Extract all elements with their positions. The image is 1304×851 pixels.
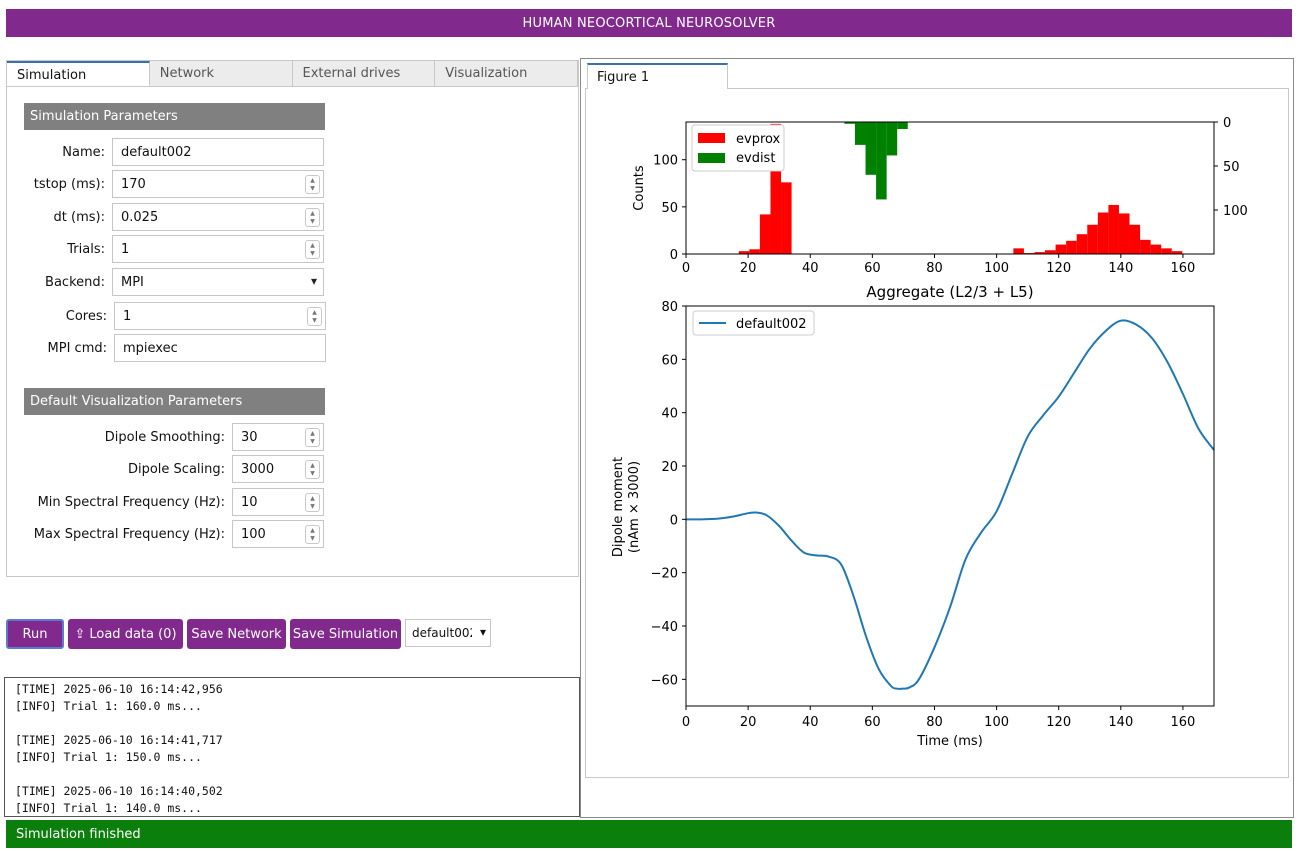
dt-value: 0.025 (121, 209, 159, 225)
tstop-spinner[interactable]: ▲ ▼ (305, 175, 320, 194)
simulation-parameters-header: Simulation Parameters (24, 103, 325, 130)
tstop-value: 170 (121, 176, 146, 192)
log-line: [TIME] 2025-06-10 16:14:41,717 (15, 733, 223, 747)
cores-value: 1 (123, 308, 132, 324)
tab-simulation[interactable]: Simulation (7, 61, 150, 86)
backend-select[interactable]: MPI ▾ (112, 268, 324, 296)
trials-input[interactable]: 1 ▲ ▼ (112, 235, 324, 263)
max-frequency-value: 100 (241, 526, 266, 542)
min-frequency-value: 10 (241, 494, 258, 510)
tab-visualization[interactable]: Visualization (435, 61, 578, 86)
log-output[interactable]: [TIME] 2025-06-10 16:14:42,956 [INFO] Tr… (4, 677, 580, 817)
trials-label: Trials: (67, 241, 105, 257)
max-frequency-label: Max Spectral Frequency (Hz): (33, 526, 225, 542)
trials-value: 1 (121, 241, 130, 257)
load-data-button[interactable]: ⇪ Load data (0) (68, 619, 183, 649)
parameters-panel: Simulation Network External drives Visua… (6, 60, 579, 577)
tstop-input[interactable]: 170 ▲ ▼ (112, 170, 324, 198)
min-frequency-spinner[interactable]: ▲ ▼ (305, 493, 320, 512)
min-frequency-label: Min Spectral Frequency (Hz): (37, 494, 225, 510)
dipole-smoothing-input[interactable]: 30 ▲ ▼ (232, 423, 324, 451)
max-frequency-input[interactable]: 100 ▲ ▼ (232, 520, 324, 548)
dipole-scaling-input[interactable]: 3000 ▲ ▼ (232, 455, 324, 483)
chevron-down-icon: ▾ (479, 625, 486, 639)
mpi-cmd-label: MPI cmd: (47, 340, 107, 356)
visualization-parameters-header: Default Visualization Parameters (24, 388, 325, 415)
dt-label: dt (ms): (53, 209, 105, 225)
dipole-smoothing-label: Dipole Smoothing: (104, 429, 225, 445)
figure-panel (580, 58, 1294, 818)
tab-external-drives[interactable]: External drives (292, 61, 436, 86)
save-simulation-button[interactable]: Save Simulation (290, 619, 401, 649)
save-network-button[interactable]: Save Network (187, 619, 286, 649)
simulation-select[interactable]: default002 ▾ (405, 619, 491, 647)
max-frequency-spinner[interactable]: ▲ ▼ (305, 525, 320, 544)
log-line: [TIME] 2025-06-10 16:14:42,956 (15, 682, 223, 696)
log-line: [INFO] Trial 1: 140.0 ms... (15, 801, 202, 815)
log-line (15, 715, 569, 732)
log-line (15, 766, 569, 783)
dipole-scaling-label: Dipole Scaling: (127, 461, 225, 477)
status-bar: Simulation finished (6, 820, 1292, 848)
min-frequency-input[interactable]: 10 ▲ ▼ (232, 488, 324, 516)
tab-network[interactable]: Network (149, 61, 293, 86)
run-button[interactable]: Run (6, 619, 64, 649)
status-text: Simulation finished (16, 826, 141, 842)
parameter-tabs: Simulation Network External drives Visua… (7, 61, 578, 87)
backend-value: MPI (121, 274, 144, 290)
cores-spinner[interactable]: ▲ ▼ (307, 307, 322, 326)
cores-label: Cores: (65, 308, 107, 324)
chevron-down-icon: ▾ (310, 274, 317, 288)
upload-icon: ⇪ (74, 626, 86, 642)
log-line: [TIME] 2025-06-10 16:14:40,502 (15, 784, 223, 798)
name-label: Name: (62, 144, 105, 160)
tab-figure-1[interactable]: Figure 1 (587, 63, 728, 89)
dipole-smoothing-value: 30 (241, 429, 258, 445)
trials-spinner[interactable]: ▲ ▼ (305, 240, 320, 259)
dipole-scaling-value: 3000 (241, 461, 275, 477)
log-line: [INFO] Trial 1: 160.0 ms... (15, 699, 202, 713)
mpi-cmd-input[interactable]: mpiexec (114, 334, 326, 362)
backend-label: Backend: (45, 274, 105, 290)
dt-input[interactable]: 0.025 ▲ ▼ (112, 203, 324, 231)
load-data-label: Load data (0) (89, 626, 177, 642)
figure-canvas-frame (585, 88, 1289, 778)
dipole-smoothing-spinner[interactable]: ▲ ▼ (305, 428, 320, 447)
simulation-select-value: default002 (412, 626, 472, 640)
log-line: [INFO] Trial 1: 150.0 ms... (15, 750, 202, 764)
dipole-scaling-spinner[interactable]: ▲ ▼ (305, 460, 320, 479)
tstop-label: tstop (ms): (33, 176, 105, 192)
dt-spinner[interactable]: ▲ ▼ (305, 208, 320, 227)
app-title: HUMAN NEOCORTICAL NEUROSOLVER (522, 15, 776, 31)
app-title-bar: HUMAN NEOCORTICAL NEUROSOLVER (6, 9, 1292, 37)
name-input[interactable]: default002 (112, 138, 324, 166)
cores-input[interactable]: 1 ▲ ▼ (114, 302, 326, 330)
